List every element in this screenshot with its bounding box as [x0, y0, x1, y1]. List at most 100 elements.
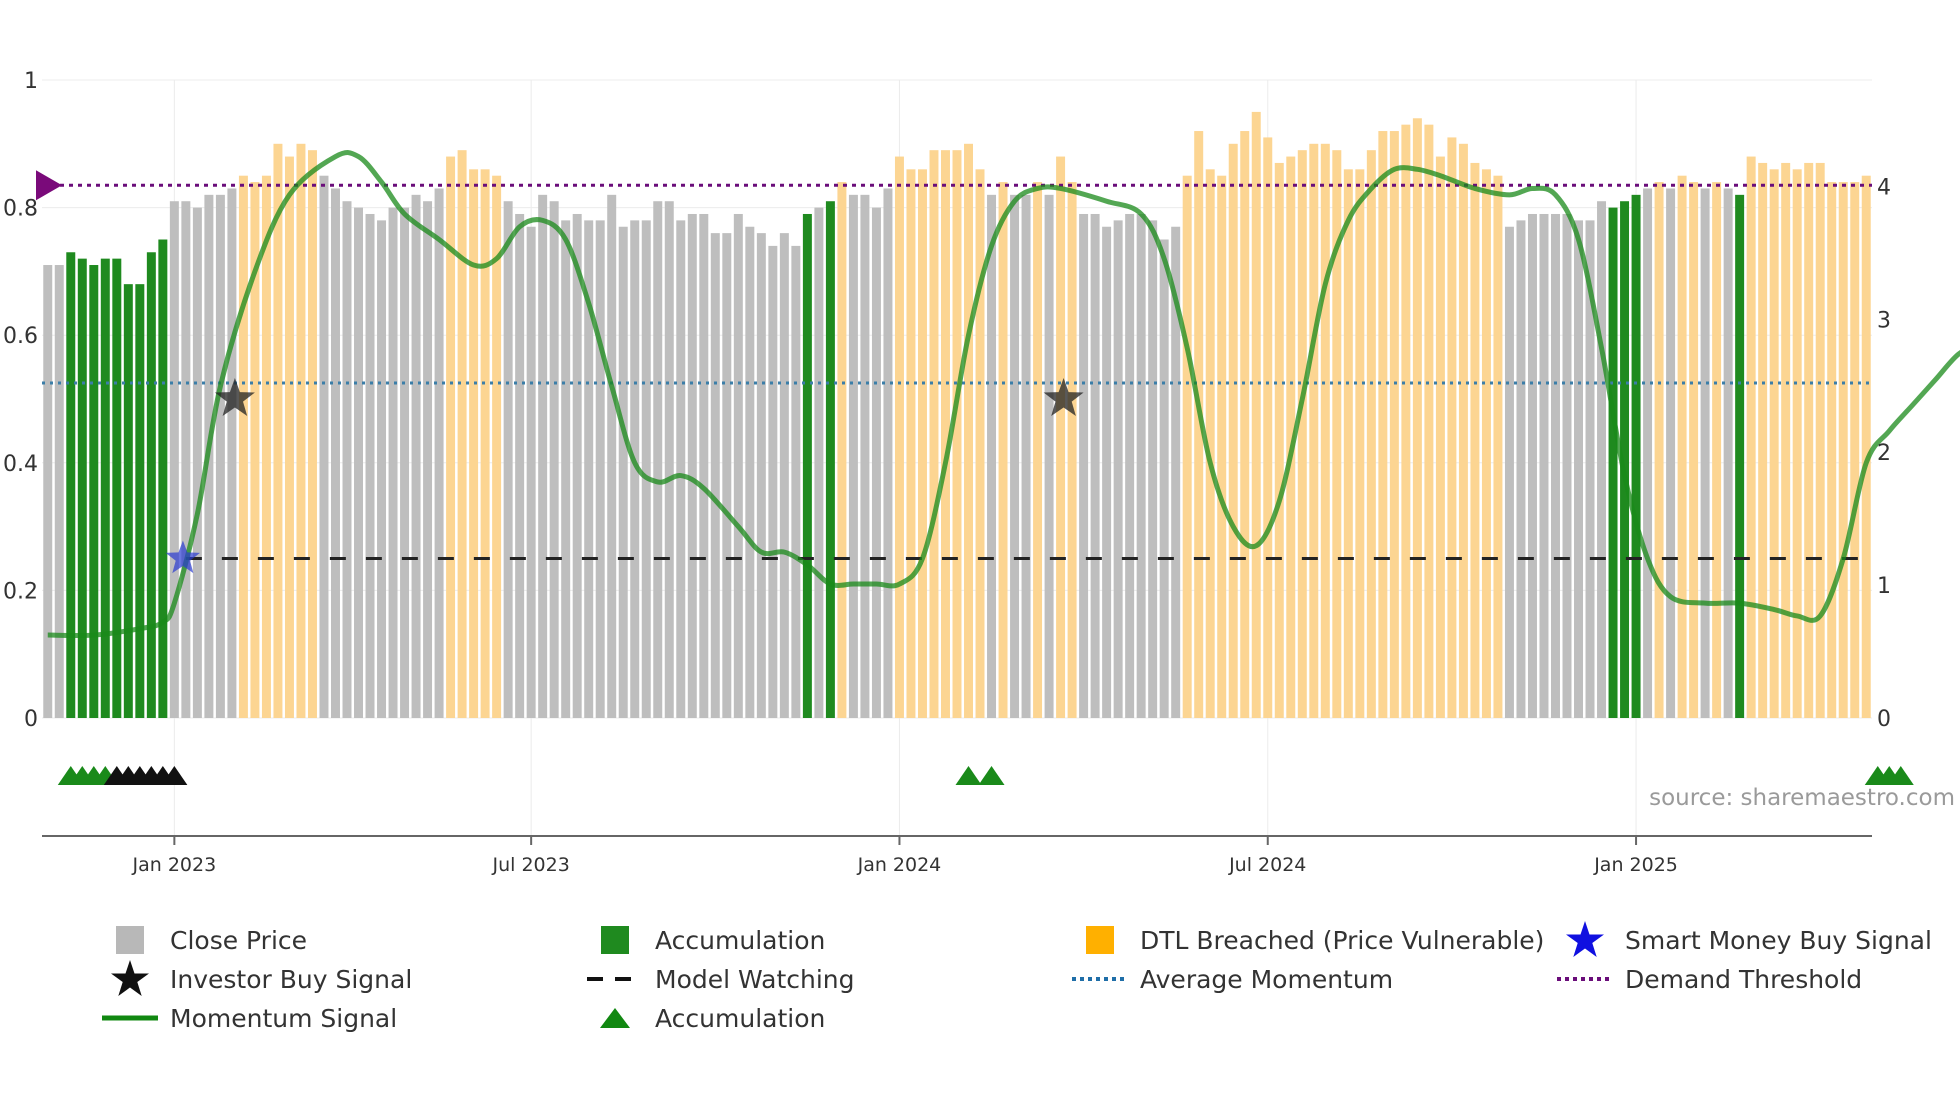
dtl-breached-bar: [1470, 162, 1480, 718]
dtl-breached-bar: [1205, 169, 1215, 718]
y-left-tick-label: 0.8: [3, 197, 38, 222]
dtl-breached-bar: [480, 169, 490, 718]
close-price-bar: [814, 207, 824, 718]
close-price-bar: [630, 220, 640, 719]
close-price-bar: [607, 194, 617, 719]
legend-label: Model Watching: [655, 964, 855, 994]
close-price-bar: [169, 201, 179, 719]
dtl-breached-bar: [457, 150, 467, 718]
close-price-bar: [1562, 213, 1572, 719]
dtl-breached-bar: [1850, 182, 1860, 718]
dtl-breached-bar: [906, 169, 916, 718]
legend-star-icon: [1555, 921, 1615, 958]
close-price-bar: [768, 245, 778, 718]
legend-item: DTL Breached (Price Vulnerable): [1070, 922, 1544, 958]
accumulation-bar: [123, 284, 133, 718]
accumulation-bar: [100, 258, 110, 718]
legend-item: Average Momentum: [1070, 961, 1393, 997]
dtl-breached-bar: [1366, 150, 1376, 718]
accumulation-bar: [1620, 201, 1630, 719]
close-price-bar: [43, 265, 53, 718]
dtl-breached-bar: [1389, 131, 1399, 719]
x-tick-label: Jan 2024: [857, 854, 942, 876]
close-price-bar: [1539, 213, 1549, 719]
close-price-bar: [745, 226, 755, 719]
investor-buy-signal-star: [1043, 378, 1084, 416]
dtl-breached-bar: [837, 182, 847, 718]
investor-buy-signal-star: [214, 378, 255, 416]
legend-label: Average Momentum: [1140, 964, 1394, 994]
reference-lines: [42, 183, 1872, 560]
dtl-breached-bar: [1263, 137, 1273, 719]
close-price-bar: [549, 201, 559, 719]
close-price-bar: [572, 213, 582, 719]
accumulation-bar: [112, 258, 122, 718]
close-price-bar: [1516, 220, 1526, 719]
close-price-bar: [388, 207, 398, 718]
close-price-bar: [756, 233, 766, 718]
dtl-breached-bar: [1182, 175, 1192, 718]
dtl-breached-bar: [1493, 175, 1503, 718]
close-price-bar: [987, 194, 997, 719]
accumulation-bar: [77, 258, 87, 718]
accumulation-bar: [1631, 194, 1641, 719]
accumulation-triangle: [955, 766, 982, 785]
legend-label: Momentum Signal: [170, 1003, 398, 1033]
legend-line-icon: [100, 1000, 160, 1036]
dtl-breached-bar: [998, 182, 1008, 718]
accumulation-bar: [802, 213, 812, 719]
close-price-bar: [641, 220, 651, 719]
dtl-breached-bar: [917, 169, 927, 718]
dtl-breached-bar: [307, 150, 317, 718]
dtl-breached-bar: [1309, 143, 1319, 719]
momentum-signal-group: [47, 150, 1960, 639]
close-price-bar: [365, 213, 375, 719]
dtl-breached-bar: [1861, 175, 1871, 718]
close-price-bar: [1102, 226, 1112, 719]
close-price-bar: [561, 220, 571, 719]
close-price-bar: [423, 201, 433, 719]
y-right-tick-label: 4: [1877, 175, 1891, 200]
legend-item: Accumulation: [585, 1000, 825, 1036]
dtl-breached-bar: [1815, 162, 1825, 718]
legend-label: DTL Breached (Price Vulnerable): [1140, 925, 1545, 955]
close-price-bar: [848, 194, 858, 719]
dtl-breached-bar: [1758, 162, 1768, 718]
dtl-breached-bar: [1654, 182, 1664, 718]
legend-square-icon: [585, 922, 645, 958]
dtl-breached-bar: [964, 143, 973, 719]
close-price-bar: [526, 226, 536, 719]
model-watching-triangle: [161, 766, 188, 785]
x-tick-label: Jul 2024: [1228, 854, 1306, 876]
close-price-bar: [1574, 220, 1583, 719]
dtl-breached-bar: [929, 150, 939, 718]
close-price-bar: [400, 207, 410, 718]
close-price-bar: [192, 207, 202, 718]
dtl-breached-bar: [1332, 150, 1342, 718]
close-price-bar: [1504, 226, 1514, 719]
close-price-bar: [1148, 220, 1158, 719]
accumulation-bar: [146, 252, 156, 718]
dtl-breached-bar: [1424, 124, 1434, 718]
dtl-breached-bar: [1033, 182, 1043, 718]
close-price-bar: [618, 226, 628, 719]
dtl-breached-bar: [975, 169, 985, 718]
signal-markers: [36, 170, 1084, 574]
close-price-bar: [1700, 188, 1710, 718]
dtl-breached-bar: [1746, 156, 1756, 718]
close-price-bar: [1079, 213, 1089, 719]
dtl-breached-bar: [941, 150, 950, 718]
close-price-bar: [377, 220, 387, 719]
legend-item: Investor Buy Signal: [100, 960, 412, 997]
legend-label: Smart Money Buy Signal: [1625, 925, 1932, 955]
dtl-breached-bar: [1689, 182, 1699, 718]
close-price-bar: [1136, 213, 1146, 719]
close-price-bar: [779, 233, 789, 718]
y-right-tick-label: 0: [1877, 707, 1891, 732]
legend-dash-icon: [585, 961, 645, 997]
x-tick-label: Jan 2025: [1593, 854, 1678, 876]
bars-group: [43, 111, 1871, 719]
legend-dotted-line-icon: [1555, 961, 1615, 997]
dtl-breached-bar: [1320, 143, 1330, 719]
source-label: source: sharemaestro.com: [1649, 785, 1955, 811]
